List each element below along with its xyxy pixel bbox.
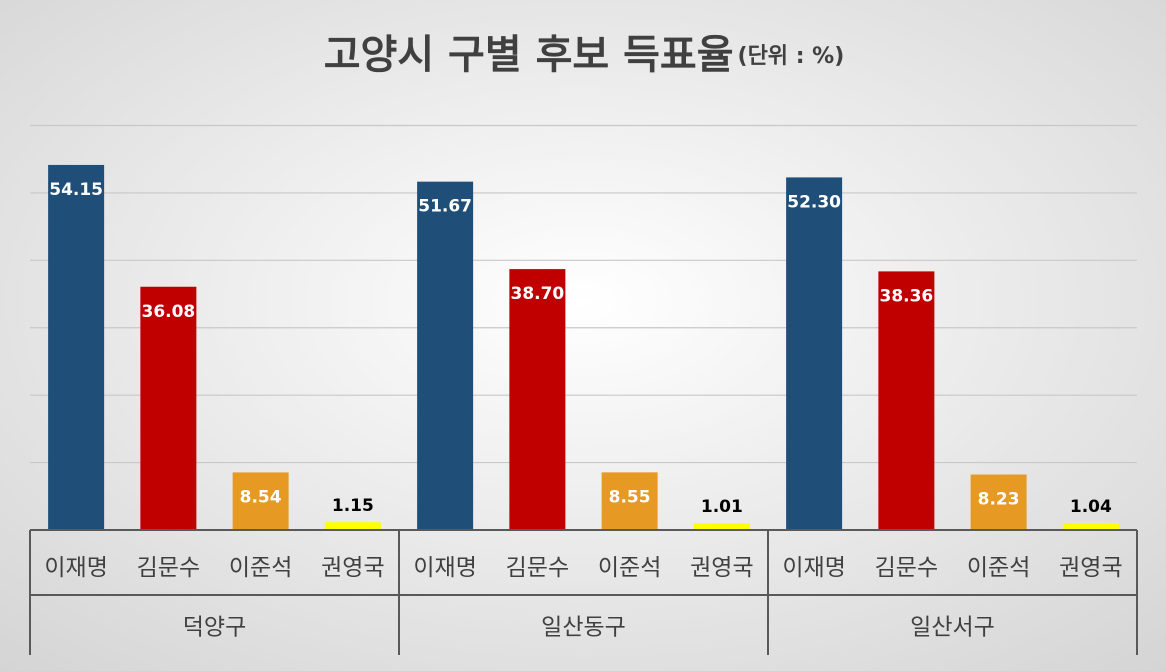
group-label: 일산동구 <box>541 615 626 641</box>
x-tick-label: 이재명 <box>782 555 845 581</box>
x-tick-label: 권영국 <box>321 555 384 581</box>
x-tick-label: 김문수 <box>137 555 200 581</box>
x-tick-label: 이준석 <box>598 555 661 581</box>
data-label: 1.15 <box>332 496 374 516</box>
data-label: 54.15 <box>49 180 103 200</box>
x-tick-label: 이준석 <box>967 555 1030 581</box>
data-label: 8.23 <box>978 490 1020 510</box>
bar <box>417 181 474 530</box>
data-label: 38.36 <box>879 286 933 306</box>
data-label: 52.30 <box>787 192 841 212</box>
x-tick-label: 권영국 <box>1059 555 1122 581</box>
bars: 54.15 36.08 8.54 1.15 51.67 38.70 8.55 1.01 52.3… <box>48 164 1119 530</box>
bar <box>324 522 381 530</box>
data-label: 8.54 <box>240 487 282 507</box>
group-label: 덕양구 <box>183 615 246 641</box>
bar <box>878 271 935 530</box>
data-label: 1.04 <box>1070 497 1112 517</box>
bar <box>693 523 750 530</box>
bar <box>786 177 843 530</box>
bar <box>601 472 658 530</box>
x-tick-label: 이준석 <box>229 555 292 581</box>
data-label: 8.55 <box>609 487 651 507</box>
x-tick-label: 이재명 <box>44 555 107 581</box>
bar <box>140 286 197 530</box>
bar <box>232 472 289 530</box>
data-label: 36.08 <box>141 302 195 322</box>
title-main: 고양시 구별 후보 득표율 <box>324 32 734 78</box>
x-tick-label: 김문수 <box>875 555 938 581</box>
unit-note: (단위 : %) <box>738 44 845 69</box>
bar <box>48 164 105 530</box>
data-label: 51.67 <box>418 197 472 217</box>
group-label: 일산서구 <box>910 615 995 641</box>
x-tick-label: 권영국 <box>690 555 753 581</box>
bar <box>1062 522 1119 530</box>
data-label: 1.01 <box>701 497 743 517</box>
data-label: 38.70 <box>510 284 564 304</box>
x-tick-label: 이재명 <box>413 555 476 581</box>
bar <box>970 474 1027 530</box>
bar <box>509 269 566 530</box>
x-tick-label: 김문수 <box>506 555 569 581</box>
chart-title: 고양시 구별 후보 득표율 (단위 : %) <box>324 32 845 78</box>
